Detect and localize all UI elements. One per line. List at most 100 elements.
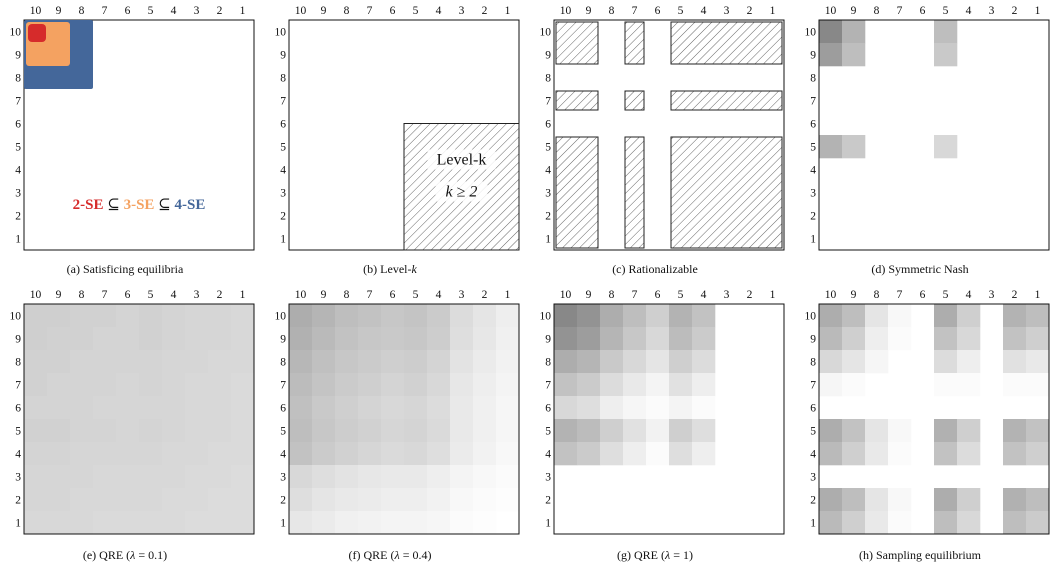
rationalizable-block	[624, 90, 645, 111]
row-label-7: 7	[280, 380, 286, 392]
row-label-5: 5	[280, 142, 286, 154]
heat-cell	[450, 373, 474, 397]
heat-cell	[646, 373, 670, 397]
col-label-8: 8	[874, 5, 880, 17]
col-label-9: 9	[56, 5, 62, 17]
heat-cell	[496, 304, 520, 328]
row-label-4: 4	[15, 449, 21, 461]
row-label-8: 8	[545, 73, 551, 85]
heat-cell	[335, 373, 359, 397]
heat-cell	[473, 327, 497, 351]
heat-cell	[669, 350, 693, 374]
heat-cell	[934, 373, 958, 397]
grid-e: 10 9 8 7 6 5 4 3 2 1 10 9 8 7 6 5 4 3 2 1	[10, 289, 255, 535]
col-label-7: 7	[632, 5, 638, 17]
col-label-8: 8	[609, 289, 615, 301]
heat-cell	[957, 373, 981, 397]
heat-cell	[24, 327, 48, 351]
heat-cell	[289, 396, 313, 420]
heat-cell	[473, 350, 497, 374]
heat-cell	[1003, 442, 1027, 466]
heat-cell	[669, 373, 693, 397]
rationalizable-block	[670, 21, 783, 65]
col-label-10: 10	[560, 289, 572, 301]
row-label-6: 6	[810, 119, 816, 131]
heat-cell	[93, 373, 117, 397]
row-label-5: 5	[545, 142, 551, 154]
heat-cell	[93, 350, 117, 374]
col-label-1: 1	[770, 289, 776, 301]
heat-cell	[185, 350, 209, 374]
heat-cell	[577, 327, 601, 351]
heat-cell	[669, 396, 693, 420]
heat-cell	[358, 373, 382, 397]
heat-cell	[162, 304, 186, 328]
row-label-8: 8	[15, 73, 21, 85]
heat-cell	[427, 488, 451, 512]
grid-border	[818, 303, 1050, 535]
heat-cell	[554, 373, 578, 397]
row-label-6: 6	[545, 403, 551, 415]
col-label-9: 9	[851, 5, 857, 17]
heat-cell	[358, 327, 382, 351]
heat-cell	[646, 419, 670, 443]
heat-cell	[888, 488, 912, 512]
heat-cell	[312, 350, 336, 374]
heat-cell	[957, 511, 981, 535]
heat-cell	[577, 419, 601, 443]
row-label-9: 9	[15, 334, 21, 346]
col-label-5: 5	[943, 5, 949, 17]
caption-f-lambda: λ	[394, 548, 400, 562]
heat-cell	[70, 465, 94, 489]
row-label-4: 4	[810, 449, 816, 461]
heat-cell	[669, 327, 693, 351]
heat-cell	[404, 373, 428, 397]
heat-cell	[819, 373, 843, 397]
caption-f: (f) QRE (λ = 0.4)	[265, 548, 515, 563]
heat-cell	[162, 488, 186, 512]
row-label-6: 6	[810, 403, 816, 415]
heat-cell	[24, 373, 48, 397]
row-label-8: 8	[810, 357, 816, 369]
heat-cell	[496, 419, 520, 443]
caption-e-suffix: = 0.1)	[135, 548, 168, 562]
row-label-9: 9	[810, 334, 816, 346]
heat-cell	[404, 327, 428, 351]
col-label-4: 4	[966, 5, 972, 17]
col-label-6: 6	[920, 5, 926, 17]
heat-cell	[24, 419, 48, 443]
panel-a-satisficing: 10 9 8 7 6 5 4 3 2 1 10 9 8 7 6 5 4 3 2 1 2-SE ⊆ 3-SE ⊆ 4-SE…	[0, 0, 255, 280]
row-label-2: 2	[15, 495, 21, 507]
heat-cell	[450, 511, 474, 535]
heat-cell	[842, 135, 866, 159]
heat-cell	[231, 396, 255, 420]
heat-cell	[496, 488, 520, 512]
heat-cell	[600, 350, 624, 374]
row-label-5: 5	[280, 426, 286, 438]
heat-cell	[47, 350, 71, 374]
heat-cell	[1026, 304, 1050, 328]
heat-cell	[185, 327, 209, 351]
row-label-8: 8	[810, 73, 816, 85]
col-label-8: 8	[79, 5, 85, 17]
heat-cell	[404, 511, 428, 535]
row-label-1: 1	[280, 518, 286, 530]
col-label-3: 3	[724, 289, 730, 301]
heat-cell	[600, 396, 624, 420]
rationalizable-block	[670, 90, 783, 111]
heat-cell	[934, 327, 958, 351]
heat-cell	[496, 327, 520, 351]
row-label-3: 3	[810, 472, 816, 484]
panel-b-level-k: 10 9 8 7 6 5 4 3 2 1 10 9 8 7 6 5 4 3 2 1 Level-k k ≥ 2 (b) L…	[265, 0, 520, 280]
heat-cell	[1003, 304, 1027, 328]
heat-cell	[934, 488, 958, 512]
heat-cell	[554, 396, 578, 420]
heat-cell	[116, 373, 140, 397]
col-label-3: 3	[989, 5, 995, 17]
heat-cell	[1026, 419, 1050, 443]
rationalizable-block	[555, 21, 599, 65]
heat-cell	[623, 304, 647, 328]
col-label-9: 9	[321, 289, 327, 301]
row-label-3: 3	[545, 472, 551, 484]
row-label-8: 8	[15, 357, 21, 369]
